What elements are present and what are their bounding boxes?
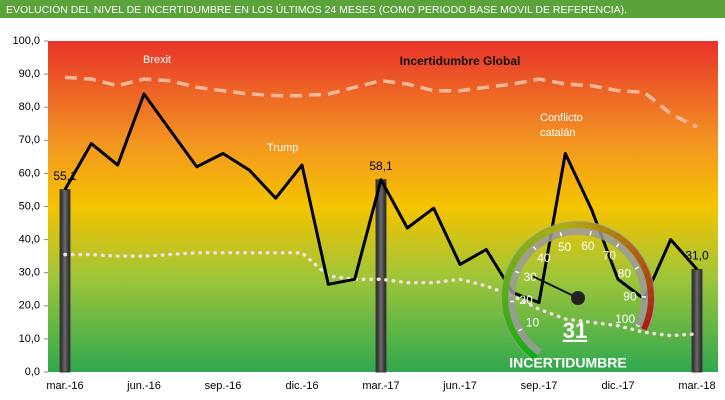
gauge-tick bbox=[634, 266, 639, 270]
bar bbox=[59, 189, 71, 373]
x-tick-label: jun.-16 bbox=[126, 380, 161, 392]
gauge-arc bbox=[591, 223, 602, 232]
gauge-tick-label: 30 bbox=[523, 270, 537, 284]
gauge-arc bbox=[542, 227, 553, 237]
x-tick-label: jun.-17 bbox=[442, 380, 477, 392]
data-label: 31,0 bbox=[685, 249, 709, 263]
y-tick-label: 20,0 bbox=[19, 300, 40, 312]
gauge-tick bbox=[589, 231, 592, 236]
x-tick-label: sep.-16 bbox=[205, 380, 242, 392]
gauge-arc bbox=[646, 304, 654, 315]
gauge-arc bbox=[511, 252, 522, 264]
gauge-hub bbox=[571, 291, 585, 305]
page-title: EVOLUCIÓN DEL NIVEL DE INCERTIDUMBRE EN … bbox=[6, 3, 627, 16]
y-tick-label: 50,0 bbox=[19, 200, 40, 212]
line-series bbox=[63, 251, 699, 338]
gauge-arc bbox=[644, 312, 653, 323]
x-tick-label: sep.-17 bbox=[521, 380, 558, 392]
gauge-arc bbox=[566, 222, 576, 229]
y-tick-label: 100,0 bbox=[12, 35, 40, 47]
gauge-value: 31 bbox=[563, 318, 587, 343]
gauge-needle bbox=[532, 275, 579, 299]
gauge-tick-label: 70 bbox=[603, 249, 617, 263]
data-label: 55,1 bbox=[53, 169, 77, 183]
annotation: Trump bbox=[267, 142, 298, 154]
gauge-arc bbox=[640, 263, 650, 274]
y-tick-label: 0,0 bbox=[25, 366, 40, 378]
gauge-tick-label: 100 bbox=[615, 312, 635, 326]
gauge-arc bbox=[505, 267, 514, 279]
annotation: Conflicto bbox=[540, 112, 583, 124]
y-tick-label: 10,0 bbox=[19, 333, 40, 345]
gauge-arc bbox=[647, 288, 654, 298]
gauge-arc bbox=[511, 331, 522, 343]
gauge-arc bbox=[508, 260, 518, 271]
gauge-arc bbox=[502, 284, 510, 294]
gauge-arc bbox=[503, 276, 512, 286]
bar bbox=[691, 268, 703, 373]
gauge-arc bbox=[507, 324, 517, 335]
y-tick-label: 80,0 bbox=[19, 101, 40, 113]
gauge-tick-label: 40 bbox=[537, 251, 551, 265]
gauge-label: INCERTIDUMBRE bbox=[509, 355, 626, 371]
gauge-tick-label: 60 bbox=[581, 239, 595, 253]
gauge-arc bbox=[641, 320, 651, 331]
series-label: Incertidumbre Global bbox=[400, 54, 521, 68]
gauge-tick-label: 80 bbox=[618, 267, 632, 281]
gauge-arc bbox=[636, 256, 646, 267]
gauge-arc bbox=[606, 228, 617, 238]
gauge-arc bbox=[643, 271, 652, 282]
gauge-arc bbox=[504, 316, 514, 328]
y-tick-label: 90,0 bbox=[19, 68, 40, 80]
gauge-tick bbox=[635, 324, 640, 328]
x-tick-label: dic.-16 bbox=[285, 380, 318, 392]
y-tick-label: 70,0 bbox=[19, 134, 40, 146]
gauge-tick-label: 90 bbox=[623, 289, 637, 303]
gauge-arc bbox=[502, 309, 511, 319]
gauge-arc bbox=[599, 225, 610, 235]
gauge-tick bbox=[559, 232, 563, 237]
gauge-tick bbox=[518, 328, 523, 332]
gauge-tick-label: 20 bbox=[519, 293, 533, 307]
y-tick-label: 40,0 bbox=[19, 234, 40, 246]
annotation: Brexit bbox=[143, 54, 171, 66]
x-tick-label: mar.-18 bbox=[678, 380, 715, 392]
title-bar bbox=[0, 0, 725, 18]
gauge-arc bbox=[613, 232, 625, 243]
y-tick-label: 30,0 bbox=[19, 267, 40, 279]
gauge-arc bbox=[502, 301, 509, 311]
bar bbox=[375, 179, 387, 373]
x-tick-label: mar.-17 bbox=[362, 380, 399, 392]
gauge-arc bbox=[550, 224, 561, 233]
gauge-arc bbox=[583, 222, 593, 230]
line-series bbox=[63, 92, 699, 304]
line-series bbox=[64, 75, 698, 129]
gauge-tick bbox=[515, 270, 520, 274]
gauge-tick bbox=[615, 243, 620, 248]
x-tick-label: dic.-17 bbox=[601, 380, 634, 392]
y-tick-label: 60,0 bbox=[19, 167, 40, 179]
gauge-tick-label: 10 bbox=[526, 315, 540, 329]
annotation: catalán bbox=[540, 127, 575, 139]
x-tick-label: mar.-16 bbox=[46, 380, 83, 392]
gauge-tick bbox=[532, 246, 537, 251]
gauge-arc bbox=[534, 230, 546, 241]
gauge-arc bbox=[645, 279, 654, 290]
data-label: 58,1 bbox=[369, 159, 393, 173]
gauge-arc bbox=[558, 222, 569, 231]
gauge-tick-label: 50 bbox=[558, 240, 572, 254]
